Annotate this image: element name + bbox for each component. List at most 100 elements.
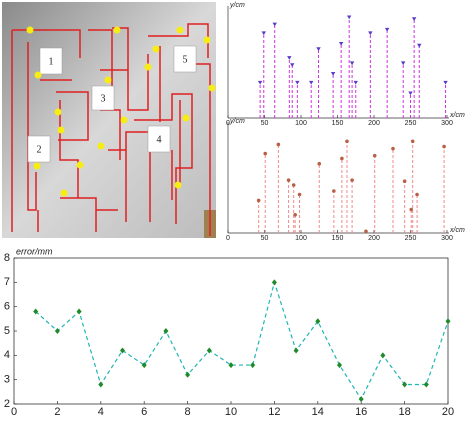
marker [358,396,364,403]
stem-point [290,63,295,118]
marker [349,61,355,66]
marker [250,362,256,369]
marker [287,56,292,60]
stem-point [297,192,302,233]
stem-point [408,91,413,118]
marker [257,80,263,85]
marker [316,47,321,52]
stem-point [368,31,373,118]
stem-point [338,42,344,118]
stem-point [345,139,349,233]
box-label: 1 [49,56,54,67]
marker [353,80,358,85]
stem-point [287,56,292,118]
y-axis-label: y/cm [229,118,245,125]
marker [402,381,408,388]
marker [409,207,414,212]
stem-point [295,80,300,118]
marker [98,381,104,388]
x-tick-label: 100 [295,235,307,242]
marker [206,347,212,354]
marker [417,43,422,48]
x-tick-label: 200 [368,120,380,127]
marker [228,362,234,369]
stem-point [316,47,321,118]
marker [291,183,296,187]
stem-point [272,22,277,118]
stem-point [401,61,406,118]
stem-point [364,229,368,234]
marker [445,318,451,325]
stem-point [346,15,352,118]
x-tick-label: 2 [54,406,60,418]
stem-point [256,198,261,233]
stem-point [384,27,390,118]
marker [271,279,277,286]
marker [263,151,268,156]
marker [337,362,342,369]
marker [346,15,352,20]
y-tick-label: 4 [4,349,10,361]
stem-point [402,179,407,233]
marker [415,192,419,197]
marker [141,362,147,369]
stem-point [291,183,296,233]
marker [408,91,413,96]
x-tick-label: 300 [441,120,453,127]
marker [401,61,406,66]
stem-point [276,142,281,233]
marker [384,27,390,32]
box-label: 2 [37,144,42,155]
marker [33,308,39,315]
stem-point [372,153,377,233]
marker [297,192,302,197]
x-axis-label: x/cm [449,112,465,119]
marker [423,381,429,388]
stem-point [332,189,336,233]
x-tick-label: 8 [185,406,191,418]
stem-point [330,72,336,118]
x-tick-label: 100 [295,120,307,127]
stem-point [410,139,415,233]
y-tick-label: 3 [4,374,10,386]
x-tick-label: 12 [268,406,280,418]
stem-point [350,178,354,233]
photo: 1 2 3 4 5 [2,2,216,238]
stem-point [286,178,291,233]
marker [293,347,299,354]
stem-point [443,80,448,118]
stem-point [417,43,422,118]
x-tick-label: 0 [11,406,17,418]
stem-point [415,192,419,233]
stem-point [263,151,268,233]
x-tick-label: 20 [442,406,454,418]
stem-point [293,213,297,233]
marker [442,144,446,149]
marker [272,22,277,27]
marker [120,347,125,354]
x-tick-label: 16 [355,406,367,418]
line [35,280,449,401]
y-tick-label: 7 [4,276,10,288]
marker [340,156,344,161]
x-tick-label: 4 [98,406,104,418]
marker [345,139,349,144]
box-label: 5 [183,54,188,65]
y-tick-label: 2 [4,398,10,410]
marker [402,179,407,183]
marker [380,352,386,359]
stem-point [261,31,266,118]
stem-point [317,161,322,233]
marker [76,308,82,315]
marker [295,80,300,85]
x-axis-label: x/cm [449,227,465,234]
x-tick-label: 200 [368,235,380,242]
marker [315,318,321,325]
y-axis-label: y/cm [229,2,245,9]
marker [368,31,373,36]
stem-point [309,80,314,118]
marker [290,63,295,67]
box-label: 3 [101,93,106,104]
x-tick-label: 6 [141,406,147,418]
